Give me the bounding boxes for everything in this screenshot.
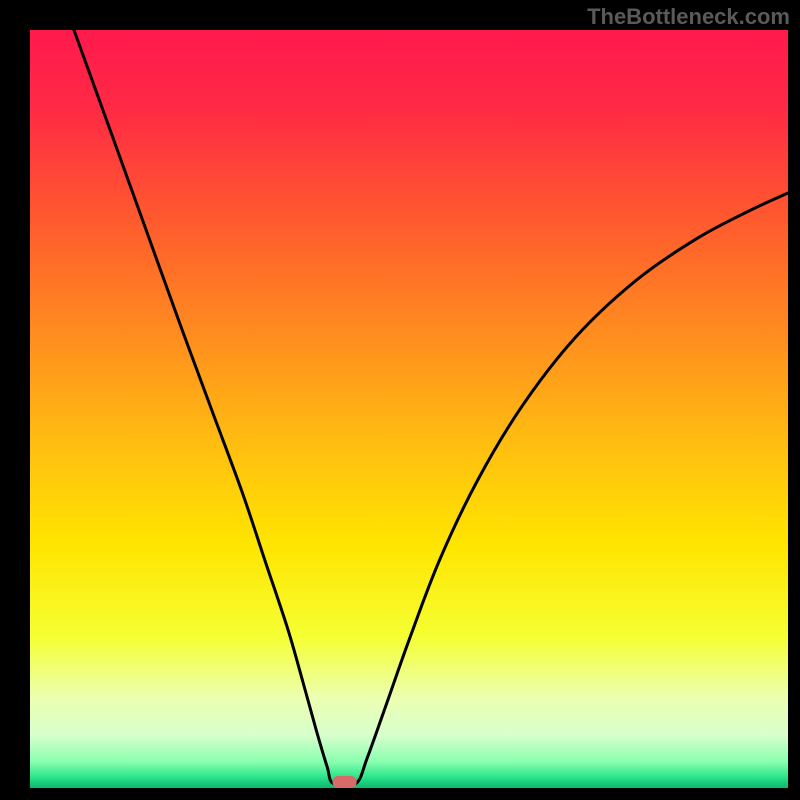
chart-frame: TheBottleneck.com (0, 0, 800, 800)
border-left (0, 0, 30, 800)
bottleneck-chart (0, 0, 800, 800)
border-right (788, 0, 800, 800)
watermark-text: TheBottleneck.com (587, 4, 790, 30)
border-bottom (0, 788, 800, 800)
optimum-marker (332, 776, 356, 788)
plot-background (30, 30, 788, 788)
